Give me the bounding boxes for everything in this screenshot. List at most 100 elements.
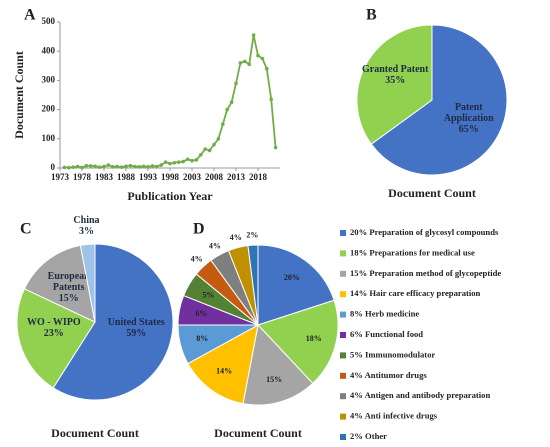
x-tick-label: 1983 — [95, 172, 114, 182]
point — [75, 164, 80, 169]
point — [273, 145, 278, 150]
point — [62, 165, 67, 170]
legend-category: Immunomodulator — [365, 349, 435, 359]
legend-value: 4% — [350, 411, 363, 421]
point — [181, 159, 185, 164]
pie-slice — [16, 288, 96, 389]
slice-value: 3% — [78, 225, 94, 237]
legend-category: Hair care efficacy preparation — [369, 288, 480, 298]
y-tick-label: 0 — [51, 162, 56, 172]
legend-swatch — [340, 434, 346, 440]
legend-label: 4% Anti infective drugs — [350, 411, 438, 421]
panel-label: A — [24, 7, 36, 24]
point — [207, 148, 212, 153]
pie-slice — [356, 24, 433, 145]
point — [93, 164, 97, 169]
point — [137, 165, 141, 169]
panel-label: D — [193, 221, 205, 238]
point — [119, 165, 124, 169]
slice-label: 4% — [191, 255, 203, 264]
legend-label: 8% Herb medicine — [350, 309, 419, 319]
slice-value: 15% — [58, 293, 79, 305]
legend-value: 4% — [350, 390, 363, 400]
slice-category: Granted Patent — [362, 64, 429, 76]
legend-value: 4% — [350, 370, 363, 380]
slice-category: WO - WIPO — [26, 316, 81, 328]
pie-slice — [79, 243, 96, 323]
slice-value: 65% — [458, 123, 479, 135]
legend-swatch — [340, 372, 346, 379]
legend-value: 2% — [350, 431, 363, 441]
slice-label: 6% — [195, 309, 207, 318]
legend-category: Herb medicine — [365, 309, 419, 319]
legend-category: Preparation method of glycopeptide — [369, 268, 501, 278]
point — [89, 164, 93, 168]
legend-swatch — [340, 413, 346, 420]
legend-label: 6% Functional food — [350, 329, 423, 339]
point — [247, 62, 251, 67]
slice-value: 23% — [43, 327, 64, 339]
point — [97, 165, 102, 169]
pie-slice — [370, 24, 508, 176]
legend-value: 18% — [350, 247, 367, 257]
x-tick-label: 1988 — [117, 172, 136, 182]
x-tick-label: 1993 — [139, 172, 158, 182]
slice-label: 4% — [230, 233, 242, 242]
slice-label: 14% — [216, 366, 232, 375]
y-tick-label: 400 — [42, 45, 56, 55]
legend-category: Functional food — [365, 329, 423, 339]
point — [238, 61, 243, 65]
legend-swatch — [340, 332, 346, 338]
slice-value: 35% — [385, 75, 406, 87]
slice-label: 15% — [266, 375, 282, 384]
point — [265, 66, 269, 71]
y-axis-label: Document Count — [12, 51, 26, 139]
legend-category: Anti infective drugs — [365, 411, 438, 421]
point — [102, 164, 106, 169]
point — [168, 161, 172, 166]
pie-slice — [52, 243, 174, 401]
slice-label: 5% — [202, 291, 214, 300]
x-tick-label: 1998 — [161, 172, 180, 182]
legend-value: 14% — [350, 288, 367, 298]
slice-label: 8% — [196, 334, 208, 343]
point — [185, 157, 190, 162]
pie-slice — [257, 244, 335, 326]
slice-label: 2% — [246, 230, 258, 239]
legend-category: Preparation of glycosyl compounds — [369, 227, 499, 237]
slice-label-box: Patent Application 65% — [434, 102, 504, 135]
point — [141, 164, 146, 169]
chart-title: Document Count — [214, 426, 302, 440]
slice-label-box: Granted Patent 35% — [360, 64, 430, 86]
point — [67, 165, 71, 170]
legend-swatch — [340, 250, 346, 257]
point — [115, 164, 119, 169]
legend-value: 20% — [350, 227, 367, 237]
legend-swatch — [340, 393, 346, 400]
slice-value: 59% — [126, 327, 147, 339]
legend-value: 5% — [350, 349, 363, 359]
point — [172, 160, 177, 165]
point — [229, 100, 234, 105]
point — [216, 137, 221, 141]
pie-slice — [23, 244, 96, 323]
legend-swatch — [340, 311, 346, 318]
legend-swatch — [340, 291, 346, 298]
point — [133, 164, 137, 169]
x-tick-label: 2003 — [183, 172, 202, 182]
legend-value: 8% — [350, 309, 363, 319]
point — [194, 158, 199, 162]
point — [80, 165, 84, 170]
panel-label: C — [20, 221, 32, 238]
slice-label: 18% — [306, 334, 322, 343]
line — [64, 34, 277, 169]
point — [212, 142, 216, 147]
legend-label: 15% Preparation method of glycopeptide — [350, 268, 501, 278]
pie-slice — [187, 324, 259, 405]
x-axis-label: Publication Year — [127, 189, 213, 203]
x-tick-label: 2008 — [205, 172, 224, 182]
